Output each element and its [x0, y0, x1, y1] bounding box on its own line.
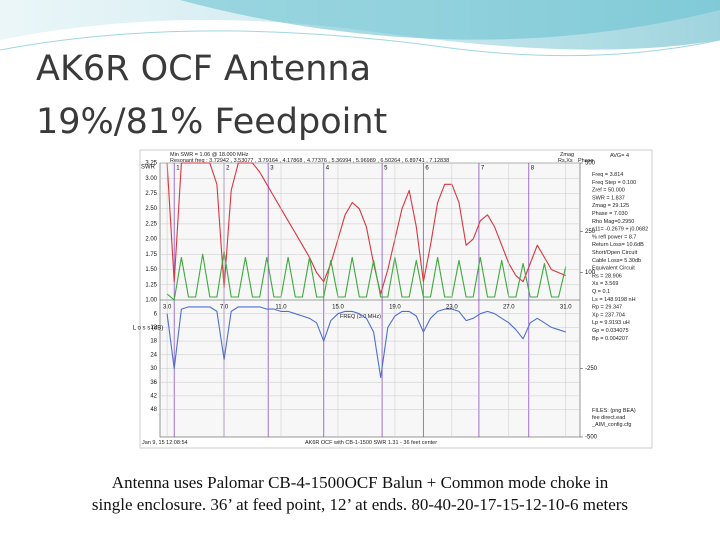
y2-tick-label: 250 [585, 229, 596, 235]
footer-text: Jan 9, 15 12:08:54 [142, 440, 188, 446]
info-text: Rs = 28.906 [592, 273, 622, 279]
title-line: AK6R OCF Antenna [36, 49, 371, 89]
y-tick-label: 30 [150, 366, 157, 372]
marker-label: 5 [384, 166, 388, 172]
x-tick-label: 11.0 [275, 305, 287, 311]
caption-line: Antenna uses Palomar CB-4-1500OCF Balun … [112, 473, 609, 492]
x-tick-label: 27.0 [503, 305, 515, 311]
y2-tick-label: 500 [585, 161, 596, 167]
y2-tick-label: -250 [585, 366, 598, 372]
info-text: Lp = 9.9193 uH [592, 320, 630, 326]
y-tick-label: 3.00 [145, 176, 157, 182]
x-tick-label: 3.0 [163, 305, 172, 311]
x-tick-label: 31.0 [560, 305, 572, 311]
files-text: _AIM_config.cfg [591, 422, 631, 428]
x-tick-label: 15.0 [332, 305, 344, 311]
marker-label: 6 [425, 166, 429, 172]
x-tick-label: 7.0 [220, 305, 229, 311]
legend-text: Zmag [560, 152, 574, 158]
info-text: Zref = 50.000 [592, 188, 625, 194]
y2-tick-label: -500 [585, 435, 598, 441]
y-tick-label: 12 [150, 325, 157, 331]
info-text: Q = 0.1 [592, 289, 610, 295]
info-text: % refl power = 8.7 [592, 234, 636, 240]
info-text: Cable Loss= 5.30db [592, 258, 641, 264]
marker-label: 7 [481, 166, 485, 172]
info-text: SWR = 1.837 [592, 195, 625, 201]
info-text: Zmag = 29.125 [592, 203, 629, 209]
legend-text: Rs,Xs [558, 158, 573, 164]
y-tick-label: 24 [150, 352, 157, 358]
y-axis-label: SWR [141, 165, 156, 171]
legend-text: AVG= 4 [610, 153, 629, 159]
header-text: Resonant freq : 3.72942 , 3.53077 , 3.79… [170, 158, 449, 164]
y-tick-label: 1.50 [145, 267, 157, 273]
y-tick-label: 1.00 [145, 298, 157, 304]
y-tick-label: 18 [150, 339, 157, 345]
info-text: Gp = 0.034075 [592, 328, 629, 334]
info-text: Phase = 7.030 [592, 211, 628, 217]
info-text: Freq = 3.814 [592, 172, 623, 178]
info-text: Equivalent Circuit [592, 266, 635, 272]
y-tick-label: 2.75 [145, 191, 157, 197]
info-text: Ls = 148.9198 nH [592, 297, 636, 303]
title-line: 19%/81% Feedpoint [36, 102, 387, 142]
info-text: Xs = 3.569 [592, 281, 618, 287]
info-text: Return Loss= 10.6dB [592, 242, 644, 248]
freq-label: FREQ (3.0 MHz) [340, 314, 381, 320]
marker-label: 3 [270, 166, 274, 172]
decoration [0, 0, 720, 57]
info-text: Freq Step = 0.100 [592, 180, 636, 186]
x-tick-label: 23.0 [446, 305, 458, 311]
caption-line: single enclosure. 36’ at feed point, 12’… [92, 495, 628, 514]
y2-tick-label: 100 [585, 270, 596, 276]
marker-label: 1 [176, 166, 180, 172]
y-tick-label: 2.50 [145, 206, 157, 212]
y-tick-label: 2.00 [145, 237, 157, 243]
info-text: Rp = 29.347 [592, 305, 622, 311]
legend-text: Phase [578, 158, 594, 164]
y-tick-label: 6 [154, 311, 158, 317]
y-tick-label: 1.75 [145, 252, 157, 258]
analyzer-screenshot: Min SWR = 1.06 @ 18.000 MHz Resonant fre… [139, 149, 653, 449]
info-text: Xp = 237.704 [592, 312, 625, 318]
files-text: FILES: (png BEA) [592, 408, 636, 414]
footer-text: AK6R OCF with CB-1-1500 SWR 1.31 - 36 fe… [305, 440, 437, 446]
y-tick-label: 36 [150, 380, 157, 386]
y-tick-label: 3.25 [145, 161, 157, 167]
y-tick-label: 2.25 [145, 221, 157, 227]
marker-label: 8 [531, 166, 535, 172]
header-text: Min SWR = 1.06 @ 18.000 MHz [170, 152, 249, 158]
y-tick-label: 42 [150, 393, 157, 399]
info-text: Bp = 0.004207 [592, 336, 628, 342]
files-text: fee direct.ead [592, 415, 625, 421]
marker-label: 4 [326, 166, 330, 172]
info-text: s11= -0.2679 + j0.0682 [592, 227, 648, 233]
info-text: Short/Open Circuit [592, 250, 638, 256]
x-tick-label: 19.0 [389, 305, 401, 311]
data-line [166, 250, 567, 301]
data-line [166, 306, 566, 379]
y-axis-label: L o s s (dB) [133, 326, 163, 332]
y-tick-label: 1.25 [145, 282, 157, 288]
data-line [166, 162, 567, 295]
info-text: Rho Mag=0.2950 [592, 219, 634, 225]
y-tick-label: 48 [150, 407, 157, 413]
marker-label: 2 [226, 166, 230, 172]
